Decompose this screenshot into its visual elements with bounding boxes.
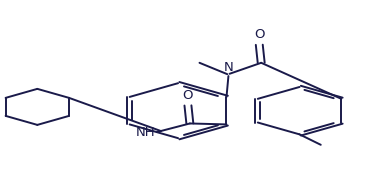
Text: NH: NH (135, 126, 155, 139)
Text: O: O (183, 89, 193, 102)
Text: N: N (224, 61, 233, 74)
Text: O: O (254, 28, 265, 41)
